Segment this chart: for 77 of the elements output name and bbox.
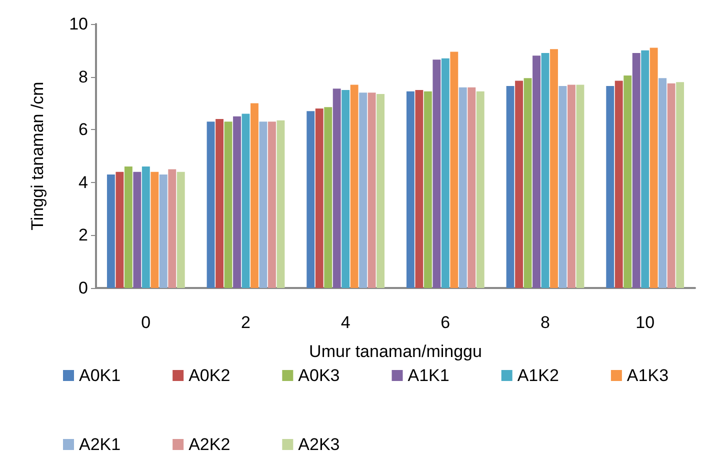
x-tick-label: 4: [340, 313, 350, 332]
legend-label: A2K2: [188, 435, 230, 454]
legend-label: A0K2: [188, 366, 230, 385]
bar: [242, 114, 250, 288]
bar: [624, 75, 632, 288]
bar: [568, 84, 576, 288]
y-tick-label: 0: [78, 278, 88, 298]
bar: [450, 52, 458, 288]
bar: [142, 166, 150, 288]
bar: [606, 86, 614, 288]
bar: [676, 82, 684, 288]
x-tick-label: 6: [440, 313, 450, 332]
bar: [532, 56, 540, 288]
y-tick-label: 4: [78, 172, 88, 192]
bar: [376, 94, 385, 288]
bar: [315, 108, 324, 288]
bar: [424, 91, 432, 288]
y-tick-label: 6: [78, 120, 88, 140]
bar: [332, 88, 341, 288]
bar: [650, 48, 658, 288]
bar: [324, 107, 332, 288]
x-axis-title: Umur tanaman/minggu: [309, 342, 482, 361]
legend-label: A0K1: [79, 366, 121, 385]
bar: [468, 87, 476, 288]
bar: [432, 60, 441, 288]
bar: [515, 80, 523, 288]
bar: [150, 172, 159, 288]
bar: [124, 166, 132, 288]
bar: [250, 103, 258, 288]
x-tick-label: 0: [141, 313, 151, 332]
bar: [133, 172, 142, 288]
bar: [368, 92, 376, 288]
legend-label: A1K1: [408, 366, 450, 385]
y-tick-label: 8: [78, 67, 88, 86]
legend-label: A2K3: [298, 435, 340, 454]
bar: [506, 86, 514, 288]
legend-label: A1K2: [517, 366, 559, 385]
bar: [306, 111, 315, 288]
bar: [168, 169, 176, 288]
y-axis-title: Tinggi tanaman /cm: [28, 82, 47, 230]
bar: [216, 119, 224, 288]
bar: [116, 172, 124, 288]
bar: [276, 120, 285, 288]
bar: [268, 122, 276, 288]
bar: [406, 91, 414, 288]
x-tick-label: 10: [636, 313, 655, 332]
bar: [415, 90, 424, 288]
bar: [576, 84, 584, 288]
legend-label: A2K1: [79, 435, 121, 454]
bar: [476, 91, 484, 288]
bar: [541, 53, 550, 288]
bar: [441, 58, 450, 288]
bar: [342, 90, 350, 288]
y-tick-label: 10: [69, 14, 88, 34]
bar: [233, 116, 241, 288]
bar: [224, 122, 232, 288]
bar: [550, 49, 558, 288]
bar: [458, 87, 467, 288]
bar: [558, 86, 567, 288]
legend-label: A1K3: [626, 366, 669, 385]
bar: [350, 84, 358, 288]
bar: [632, 53, 640, 288]
bar: [524, 78, 532, 288]
legend-label: A0K3: [298, 366, 340, 385]
bar: [106, 174, 115, 288]
bar: [641, 50, 650, 288]
bar: [159, 174, 168, 288]
bar: [614, 80, 623, 288]
bar: [206, 122, 215, 288]
bar: [259, 122, 268, 288]
bar: [667, 83, 676, 288]
y-tick-label: 2: [78, 226, 88, 245]
x-tick-label: 2: [241, 313, 250, 332]
x-tick-label: 8: [540, 313, 550, 332]
bar: [658, 78, 667, 288]
bar: [359, 92, 368, 288]
bar: [176, 172, 185, 288]
